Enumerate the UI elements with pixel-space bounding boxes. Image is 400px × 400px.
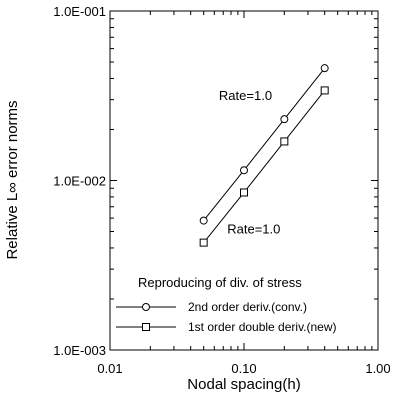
- data-point-circle: [199, 216, 208, 225]
- data-point-square: [199, 238, 208, 247]
- data-point-square: [240, 188, 248, 197]
- data-point-circle: [240, 166, 248, 175]
- x-tick-label: 0.10: [231, 361, 256, 376]
- series-2: [199, 86, 329, 247]
- data-point-circle: [280, 115, 289, 124]
- data-point-circle: [320, 64, 329, 73]
- legend-marker-square: [142, 323, 150, 331]
- legend-marker-circle: [142, 303, 150, 311]
- legend-label: 1st order double deriv.(new): [188, 320, 337, 334]
- legend-title: Reproducing of div. of stress: [138, 275, 302, 290]
- y-tick-label: 1.0E-003: [53, 343, 106, 358]
- data-point-square: [280, 137, 289, 146]
- series-line: [203, 90, 326, 243]
- x-tick-label: 0.01: [97, 361, 122, 376]
- y-tick-label: 1.0E-002: [53, 174, 106, 189]
- series-1: [199, 64, 329, 225]
- legend: Reproducing of div. of stress 2nd order …: [116, 275, 337, 334]
- rate-annotation: Rate=1.0: [227, 222, 280, 237]
- data-point-square: [320, 86, 329, 95]
- y-axis-label: Relative L∞ error norms: [4, 100, 21, 259]
- series-line: [203, 67, 326, 221]
- rate-annotation: Rate=1.0: [219, 88, 272, 103]
- y-tick-label: 1.0E-001: [53, 4, 106, 19]
- x-tick-label: 1.00: [365, 361, 390, 376]
- legend-entry: 1st order double deriv.(new): [116, 320, 337, 334]
- legend-entry: 2nd order deriv.(conv.): [116, 300, 307, 314]
- legend-label: 2nd order deriv.(conv.): [188, 300, 307, 314]
- x-axis-label: Nodal spacing(h): [187, 376, 300, 393]
